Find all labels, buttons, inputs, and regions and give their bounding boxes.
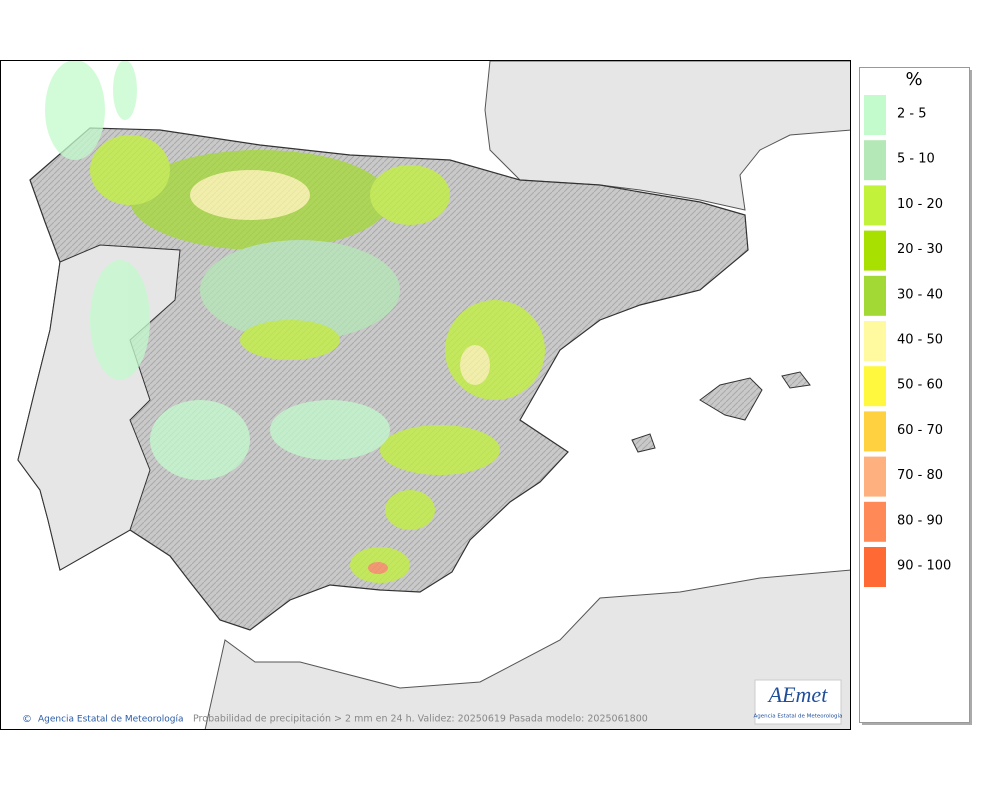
legend-label: 10 - 20 bbox=[897, 197, 943, 212]
legend-label: 40 - 50 bbox=[897, 333, 943, 348]
ibiza bbox=[631, 433, 656, 453]
legend-swatch bbox=[864, 95, 886, 135]
caption: Probabilidad de precipitación > 2 mm en … bbox=[193, 714, 648, 725]
menorca bbox=[781, 371, 811, 389]
credit: Agencia Estatal de Meteorología bbox=[38, 715, 184, 725]
legend-swatch bbox=[864, 366, 886, 407]
map bbox=[1, 61, 850, 729]
legend-label: 2 - 5 bbox=[897, 107, 927, 122]
precip-areas bbox=[45, 61, 545, 583]
legend-title: % bbox=[905, 69, 922, 90]
legend: 2 - 5 5 - 10 10 - 20 20 - 30 30 - 40 40 - 50 5… bbox=[864, 95, 951, 587]
legend-label: 90 - 100 bbox=[897, 559, 951, 574]
logo-name: AEmet bbox=[767, 682, 829, 707]
legend-label: 70 - 80 bbox=[897, 468, 943, 483]
map-frame bbox=[0, 60, 851, 730]
france bbox=[484, 61, 850, 211]
legend-label: 30 - 40 bbox=[897, 287, 943, 302]
legend-swatch bbox=[864, 547, 886, 587]
legend-swatch bbox=[864, 185, 886, 226]
legend-swatch bbox=[864, 275, 886, 316]
legend-label: 20 - 30 bbox=[897, 242, 943, 257]
legend-swatch bbox=[864, 456, 886, 497]
legend-swatch bbox=[864, 140, 886, 181]
legend-swatch bbox=[864, 321, 886, 361]
legend-swatch bbox=[864, 501, 886, 542]
logo-subtitle: Agencia Estatal de Meteorología bbox=[754, 713, 843, 720]
logo: AEmet Agencia Estatal de Meteorología bbox=[754, 679, 843, 725]
legend-swatch bbox=[864, 230, 886, 271]
legend-swatch bbox=[864, 411, 886, 452]
legend-label: 5 - 10 bbox=[897, 152, 935, 167]
legend-label: 50 - 60 bbox=[897, 378, 943, 393]
africa bbox=[204, 569, 850, 729]
copyright-sign: © bbox=[22, 714, 32, 725]
legend-label: 80 - 90 bbox=[897, 513, 943, 528]
legend-label: 60 - 70 bbox=[897, 423, 943, 438]
mallorca bbox=[699, 377, 763, 421]
